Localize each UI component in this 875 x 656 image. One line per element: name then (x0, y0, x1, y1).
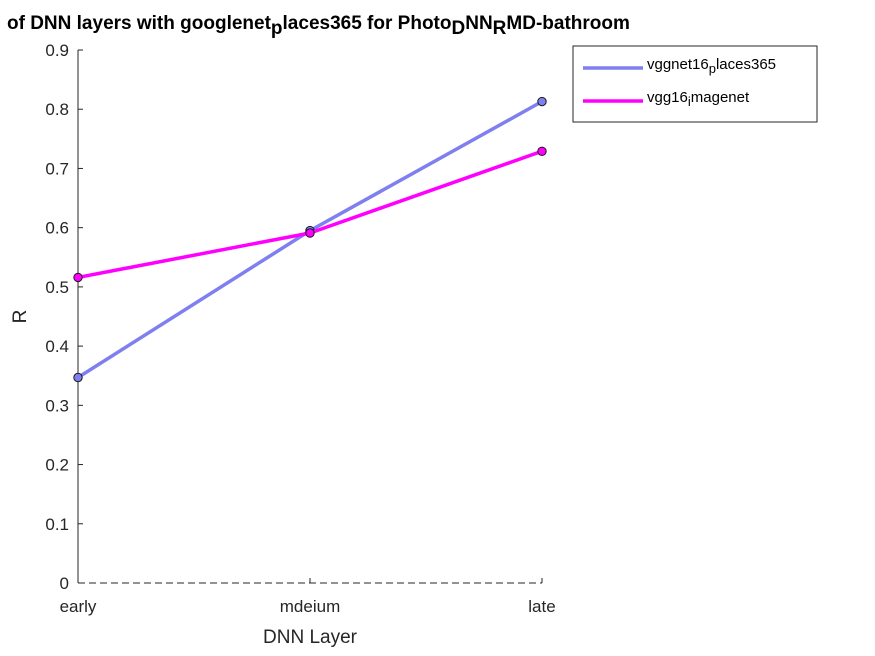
y-tick-label: 0.6 (45, 219, 69, 238)
legend-box (572, 45, 818, 123)
y-tick-label: 0.2 (45, 456, 69, 475)
legend: vggnet16places365 vgg16imagenet (572, 45, 818, 123)
legend-label-part: vggnet16 (647, 56, 709, 73)
y-tick-label: 0.7 (45, 159, 69, 178)
chart-title-part: laces365 for Photo (283, 13, 452, 34)
y-axis-title: R (10, 310, 31, 324)
y-tick-label: 0.8 (45, 100, 69, 119)
x-tick-label: early (60, 597, 97, 616)
y-tick-label: 0 (60, 574, 69, 593)
legend-label-part: vgg16 (647, 89, 688, 106)
data-point (537, 146, 547, 156)
y-tick-label: 0.5 (45, 278, 69, 297)
chart-title-part: D (451, 18, 465, 39)
chart-title-group: of DNN layers with googlenetplaces365 fo… (7, 13, 630, 39)
x-tick-label: mdeium (280, 597, 340, 616)
legend-label-part: magenet (691, 89, 750, 106)
series-line (77, 149, 543, 280)
legend-label-part: i (688, 94, 691, 109)
data-point (305, 228, 315, 238)
data-point (537, 96, 547, 107)
axes: 0 0.1 0.2 0.3 0.4 0.5 0.6 0.7 0.8 0.9 early mdeium l… (10, 41, 556, 648)
series-vggnet16_places365 (73, 96, 547, 383)
y-tick-label: 0.4 (45, 337, 69, 356)
legend-label: vggnet16places365 (647, 56, 776, 76)
series-group (73, 96, 547, 383)
x-tick-label: late (528, 597, 555, 616)
series-vgg16_imagenet (73, 146, 547, 283)
y-tick-label: 0.3 (45, 396, 69, 415)
chart-title-part: p (271, 18, 283, 39)
x-axis-title: DNN Layer (263, 627, 358, 648)
chart-title-part: MD-bathroom (506, 13, 629, 34)
chart-title: of DNN layers with googlenetplaces365 fo… (7, 13, 630, 39)
data-point (73, 372, 83, 383)
chart-title-part: R (493, 18, 507, 39)
data-point (73, 272, 83, 283)
legend-item: vggnet16places365 (583, 56, 776, 76)
y-tick-label: 0.1 (45, 515, 69, 534)
legend-label: vgg16imagenet (647, 89, 750, 109)
chart-title-part: NN (465, 13, 492, 34)
y-tick-label: 0.9 (45, 41, 69, 60)
legend-label-part: laces365 (716, 56, 776, 73)
chart-title-part: of DNN layers with googlenet (7, 13, 272, 34)
series-line (77, 99, 543, 379)
legend-label-part: p (709, 61, 716, 76)
legend-item: vgg16imagenet (583, 89, 750, 109)
